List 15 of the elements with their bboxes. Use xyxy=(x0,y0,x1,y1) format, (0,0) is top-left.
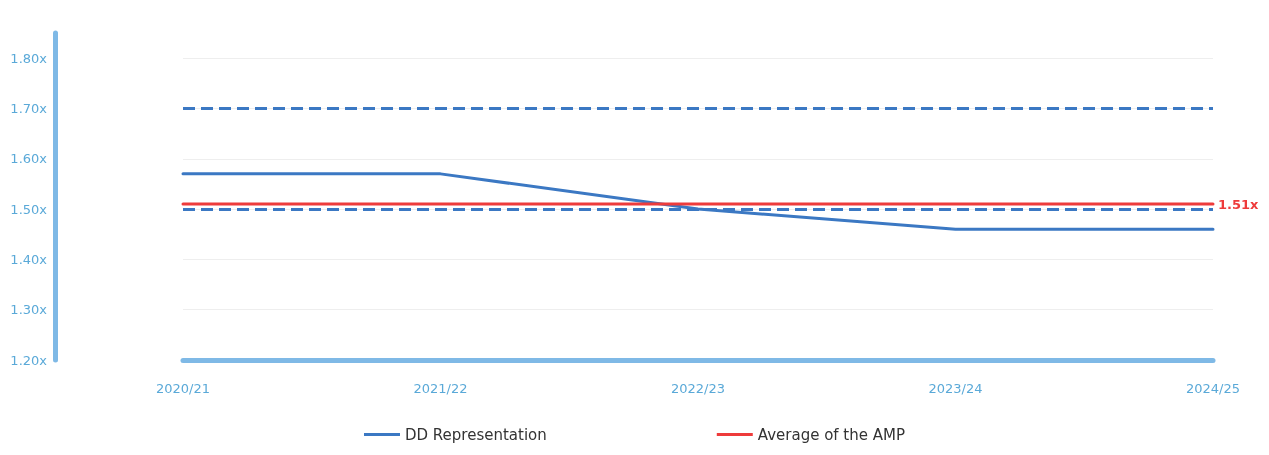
x-tick-label: 2022/23 xyxy=(670,381,726,396)
x-tick-label: 2021/22 xyxy=(413,381,468,396)
legend-label: Average of the AMP xyxy=(757,425,906,444)
x-tick-label: 2024/25 xyxy=(1185,381,1241,396)
data-label: 1.51x xyxy=(1218,196,1260,212)
y-tick-label: 1.30x xyxy=(10,302,48,318)
y-tick-label: 1.60x xyxy=(10,151,48,167)
y-tick-label: 1.70x xyxy=(10,100,48,116)
x-tick-label: 2023/24 xyxy=(928,381,983,396)
y-tick-label: 1.20x xyxy=(10,352,48,368)
y-tick-label: 1.80x xyxy=(10,50,48,66)
x-tick-label: 2020/21 xyxy=(155,381,211,396)
legend-label: DD Representation xyxy=(404,425,547,444)
y-tick-label: 1.40x xyxy=(10,251,48,267)
y-tick-label: 1.50x xyxy=(10,201,48,217)
